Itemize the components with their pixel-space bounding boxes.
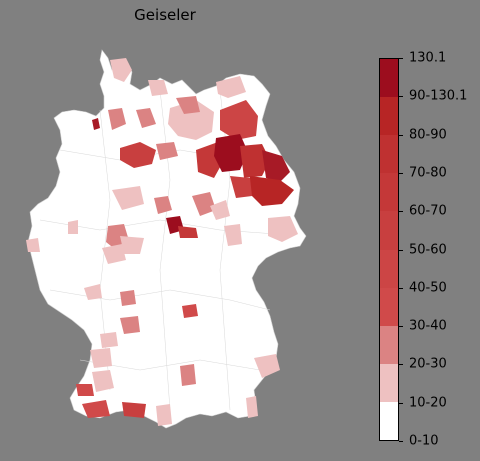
- region-bremen-area: [136, 108, 156, 128]
- region-allgaeu: [122, 402, 146, 418]
- legend-tick: [399, 249, 403, 251]
- region-karlsruhe: [90, 348, 112, 368]
- legend-label: 70-80: [409, 165, 447, 181]
- legend-label: 60-70: [409, 203, 447, 219]
- region-schleswig-north: [110, 58, 132, 82]
- region-ulm: [180, 364, 196, 386]
- region-koblenz: [120, 236, 144, 254]
- region-northwest: [108, 108, 126, 130]
- legend-tick: [399, 172, 403, 174]
- legend-swatch: [380, 211, 398, 250]
- legend-swatch: [380, 59, 398, 98]
- region-mecklenburg-lakes: [220, 100, 258, 140]
- legend-swatch: [380, 363, 398, 402]
- legend-tick: [399, 58, 403, 59]
- region-dresden: [268, 216, 298, 242]
- legend-tick: [399, 211, 403, 213]
- region-lausitz: [250, 176, 294, 206]
- region-saar: [84, 284, 102, 300]
- map-title: Geiseler: [134, 6, 196, 24]
- region-schwarzwald: [92, 370, 114, 392]
- legend-tick: [399, 364, 403, 366]
- region-hamburg-south: [176, 96, 200, 114]
- legend-label: 0-10: [409, 433, 439, 449]
- legend-label: 40-50: [409, 280, 447, 296]
- region-lower-saxony-north: [168, 100, 214, 140]
- region-harz: [156, 142, 178, 160]
- region-bavaria-east: [254, 354, 280, 378]
- region-lake-constance: [82, 400, 110, 418]
- region-west-border: [26, 238, 40, 252]
- region-ostfriesland: [92, 118, 100, 130]
- region-hamburg-area: [148, 80, 168, 96]
- legend-swatch: [380, 401, 398, 440]
- region-rostock: [216, 76, 246, 98]
- region-passau: [246, 396, 258, 418]
- region-goettingen: [112, 186, 144, 210]
- region-elbe: [230, 176, 252, 198]
- legend-swatch: [380, 135, 398, 174]
- legend-label: 10-20: [409, 395, 447, 411]
- region-rheinhessen: [68, 220, 78, 234]
- region-lower-saxony-center: [120, 142, 156, 168]
- legend-label: 30-40: [409, 318, 447, 334]
- legend-swatch: [380, 287, 398, 326]
- region-frankfurt-south: [120, 290, 136, 306]
- legend-tick: [399, 96, 403, 98]
- region-brandenburg-east: [262, 150, 290, 182]
- region-nuremberg: [182, 304, 198, 318]
- legend-tick: [399, 326, 403, 328]
- legend-swatch: [380, 173, 398, 212]
- region-chemnitz: [224, 224, 242, 246]
- legend-tick: [399, 134, 403, 136]
- region-berlin-area: [214, 134, 248, 172]
- legend-label: 80-90: [409, 127, 447, 143]
- region-heilbronn: [100, 332, 118, 348]
- legend-colorbar: [379, 58, 399, 441]
- region-garmisch: [156, 404, 172, 426]
- legend-tick: [399, 287, 403, 289]
- region-freiburg: [76, 384, 94, 396]
- legend-label: 20-30: [409, 356, 447, 372]
- legend-tick: [399, 402, 403, 404]
- region-saxony-anhalt: [192, 192, 216, 216]
- region-rhine-center: [102, 244, 126, 264]
- legend-swatch: [380, 97, 398, 136]
- region-magdeburg: [210, 200, 230, 220]
- legend-tick: [399, 441, 403, 442]
- shaded-regions: [26, 58, 298, 426]
- region-kassel-east: [178, 226, 198, 238]
- legend-label: 90-130.1: [409, 88, 468, 104]
- legend-swatch: [380, 325, 398, 364]
- legend-label: 130.1: [409, 50, 447, 66]
- region-stuttgart: [120, 316, 140, 334]
- legend-label: 50-60: [409, 242, 447, 257]
- region-altmark: [154, 196, 172, 214]
- legend-swatch: [380, 249, 398, 288]
